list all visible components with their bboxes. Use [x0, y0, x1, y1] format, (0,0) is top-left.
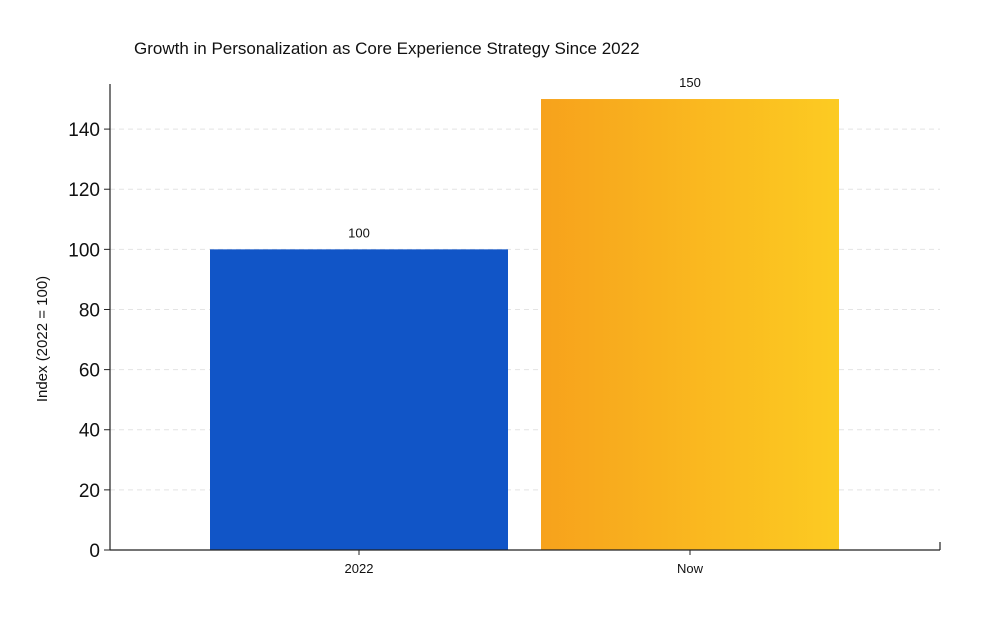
y-axis-label: Index (2022 = 100) — [34, 276, 51, 402]
data-label: 100 — [348, 225, 370, 240]
y-tick-label: 0 — [89, 541, 100, 562]
x-tick-label: Now — [677, 561, 704, 576]
y-tick-label: 20 — [79, 481, 100, 502]
x-tick-label: 2022 — [345, 561, 374, 576]
bars — [210, 99, 839, 550]
y-tick-label: 100 — [68, 240, 100, 261]
data-labels: 100 150 — [348, 75, 701, 240]
chart-title: Growth in Personalization as Core Experi… — [134, 39, 640, 58]
y-tick-label: 80 — [79, 300, 100, 321]
y-tick-label: 40 — [79, 421, 100, 442]
bar-2022 — [210, 249, 508, 550]
y-tick-label: 140 — [68, 120, 100, 141]
y-tick-label: 120 — [68, 180, 100, 201]
y-tick-label: 60 — [79, 361, 100, 382]
data-label: 150 — [679, 75, 701, 90]
tick-labels: 0 20 40 60 80 100 120 140 2022 Now — [68, 120, 703, 576]
bar-now — [541, 99, 839, 550]
axes — [104, 84, 941, 555]
